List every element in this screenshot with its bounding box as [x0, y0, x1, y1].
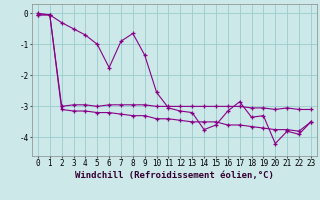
X-axis label: Windchill (Refroidissement éolien,°C): Windchill (Refroidissement éolien,°C) — [75, 171, 274, 180]
